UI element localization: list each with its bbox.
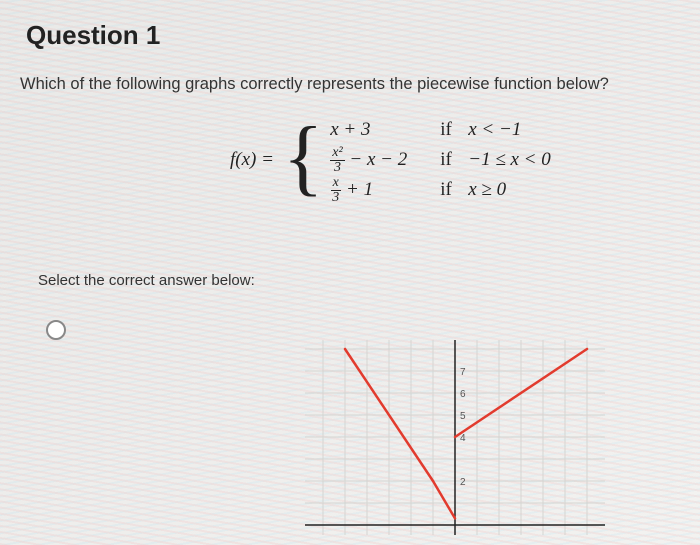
case-3-expr: x 3 + 1 bbox=[330, 176, 440, 205]
case-row-2: x² 3 − x − 2 if −1 ≤ x < 0 bbox=[330, 145, 608, 175]
svg-text:7: 7 bbox=[460, 367, 466, 378]
svg-text:5: 5 bbox=[460, 411, 466, 422]
question-title: Question 1 bbox=[26, 20, 160, 51]
case-3-cond: x ≥ 0 bbox=[468, 179, 608, 201]
svg-text:2: 2 bbox=[460, 477, 466, 488]
case-3-fraction: x 3 bbox=[330, 176, 341, 205]
function-lhs: f(x) = bbox=[230, 149, 274, 171]
case-3-if: if bbox=[440, 179, 468, 201]
answer-graph-1: 2 4 5 6 7 bbox=[305, 340, 605, 535]
question-prompt: Which of the following graphs correctly … bbox=[20, 75, 609, 94]
case-1-cond: x < −1 bbox=[468, 119, 608, 141]
case-row-3: x 3 + 1 if x ≥ 0 bbox=[330, 175, 608, 205]
case-2-cond: −1 ≤ x < 0 bbox=[468, 149, 608, 171]
select-answer-label: Select the correct answer below: bbox=[38, 272, 255, 289]
case-3-num: x bbox=[331, 176, 341, 191]
answer-radio-1[interactable] bbox=[46, 320, 66, 340]
case-3-den: 3 bbox=[330, 191, 341, 205]
case-2-fraction: x² 3 bbox=[330, 146, 344, 175]
case-row-1: x + 3 if x < −1 bbox=[330, 115, 608, 145]
piecewise-function: f(x) = { x + 3 if x < −1 x² 3 − x − 2 i bbox=[230, 115, 608, 205]
case-2-num: x² bbox=[330, 146, 344, 161]
svg-text:6: 6 bbox=[460, 389, 466, 400]
case-2-tail: − x − 2 bbox=[345, 148, 408, 169]
case-3-tail: + 1 bbox=[341, 178, 373, 199]
svg-text:4: 4 bbox=[460, 433, 466, 444]
case-2-expr: x² 3 − x − 2 bbox=[330, 146, 440, 175]
case-2-if: if bbox=[440, 149, 468, 171]
brace-icon: { bbox=[283, 115, 324, 200]
case-2-den: 3 bbox=[332, 161, 343, 175]
case-1-if: if bbox=[440, 119, 468, 141]
case-1-expr: x + 3 bbox=[330, 119, 440, 141]
